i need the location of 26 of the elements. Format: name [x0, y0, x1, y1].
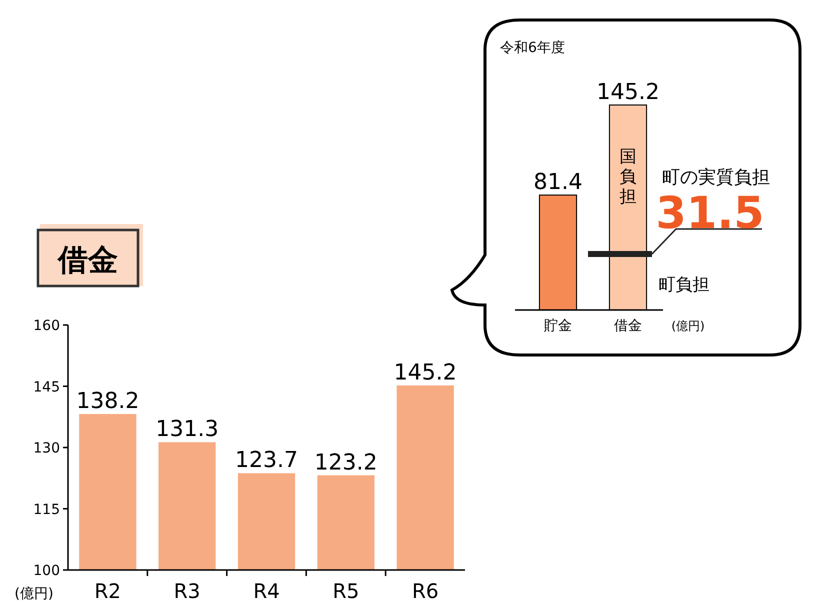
- y-tick-label: 115: [33, 502, 60, 518]
- y-tick-label: 145: [33, 379, 60, 396]
- y-tick-label: 130: [33, 440, 60, 456]
- data-label: 123.7: [235, 448, 298, 474]
- x-tick-label: R5: [332, 579, 360, 603]
- data-label: 145.2: [596, 80, 660, 105]
- data-label: 131.3: [156, 417, 219, 442]
- x-tick-label: R3: [174, 579, 200, 603]
- annotation: 31.5: [656, 188, 764, 239]
- annotation: 町負担: [658, 275, 710, 295]
- data-label: 81.4: [534, 170, 582, 196]
- x-tick-label: R6: [412, 579, 439, 603]
- y-tick-label: 160: [33, 318, 60, 334]
- annotation: 国負担: [620, 147, 636, 207]
- x-tick-label: 貯金: [544, 318, 572, 334]
- chart-title: 借金: [57, 243, 118, 278]
- chart-title: 令和6年度: [500, 40, 565, 56]
- y-tick-label: 100: [33, 563, 60, 579]
- annotation: 町の実質負担: [662, 167, 770, 188]
- x-tick-label: R4: [253, 579, 280, 603]
- y-axis-title: (億円): [14, 586, 54, 602]
- data-label: 145.2: [394, 360, 457, 386]
- data-label: 138.2: [76, 389, 140, 414]
- x-tick-label: R2: [94, 579, 122, 603]
- y-axis-title: (億円): [671, 319, 705, 333]
- data-label: 123.2: [314, 450, 378, 476]
